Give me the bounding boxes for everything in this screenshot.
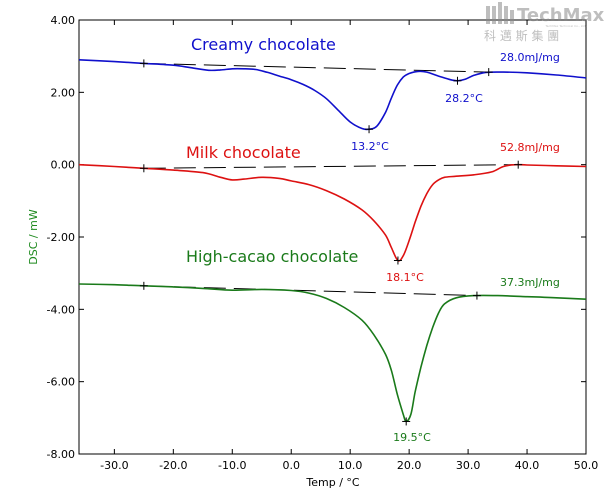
plot-frame: [78, 19, 587, 455]
curve-creamy: [78, 59, 587, 131]
baseline-end-marker: [514, 160, 523, 169]
axis-ticks: -30.0 -20.0 -10.0 0.0 10.0 20.0 30.0 40.0 50.0 4.…: [47, 14, 599, 472]
enthalpy-label-high-cacao: 37.3mJ/mg: [500, 276, 560, 289]
baseline-end-marker: [472, 291, 481, 300]
enthalpy-label-creamy: 28.0mJ/mg: [500, 51, 560, 64]
peak2-marker-creamy: [453, 76, 462, 85]
peak-marker-milk: [393, 256, 402, 265]
curve-milk: [78, 163, 587, 262]
baselines: [143, 62, 519, 297]
x-tick-label: 40.0: [515, 459, 540, 472]
logo-name: TechMax: [517, 5, 605, 26]
x-tick-label: -10.0: [218, 459, 246, 472]
baseline-start-marker: [139, 164, 148, 173]
y-tick-label: -2.00: [47, 231, 75, 244]
y-axis-title: DSC / mW: [27, 209, 40, 265]
series-label-milk: Milk chocolate: [186, 143, 301, 162]
baseline-high-cacao: [143, 285, 477, 297]
y-tick-label: 0.00: [51, 159, 76, 172]
peak-marker-creamy: [365, 125, 374, 134]
y-tick-label: -6.00: [47, 376, 75, 389]
x-tick-label: -30.0: [100, 459, 128, 472]
x-axis-title: Temp / °C: [305, 476, 360, 489]
x-tick-label: 50.0: [574, 459, 599, 472]
y-tick-label: -8.00: [47, 448, 75, 461]
logo-chinese: 科 邁 斯 集 團: [484, 28, 559, 43]
peak-label-milk: 18.1°C: [386, 271, 424, 284]
x-tick-label: 0.0: [282, 459, 300, 472]
peak-marker-high-cacao: [402, 417, 411, 426]
baseline-milk: [143, 164, 519, 169]
series-label-high-cacao: High-cacao chocolate: [186, 247, 358, 266]
logo-subtitle: TechMax Technical Co., Ltd.: [544, 24, 586, 28]
baseline-creamy: [143, 62, 489, 73]
curve-high-cacao: [78, 283, 587, 423]
techmax-logo: TechMax TechMax Technical Co., Ltd. 科 邁 …: [484, 2, 605, 43]
x-tick-label: 10.0: [338, 459, 363, 472]
peak-label-high-cacao: 19.5°C: [393, 431, 431, 444]
peak-label-creamy: 13.2°C: [351, 140, 389, 153]
series-label-creamy: Creamy chocolate: [191, 35, 336, 54]
dsc-curves: [78, 59, 587, 423]
peak2-label-creamy: 28.2°C: [445, 92, 483, 105]
x-tick-label: -20.0: [159, 459, 187, 472]
peak-markers: [139, 59, 523, 426]
baseline-start-marker: [139, 59, 148, 68]
baseline-start-marker: [139, 281, 148, 290]
y-tick-label: -4.00: [47, 303, 75, 316]
logo-mark-icon: [486, 2, 514, 24]
x-tick-label: 20.0: [397, 459, 422, 472]
y-tick-label: 2.00: [51, 86, 76, 99]
enthalpy-label-milk: 52.8mJ/mg: [500, 141, 560, 154]
y-tick-label: 4.00: [51, 14, 76, 27]
x-tick-label: 30.0: [456, 459, 481, 472]
baseline-end-marker: [484, 68, 493, 77]
